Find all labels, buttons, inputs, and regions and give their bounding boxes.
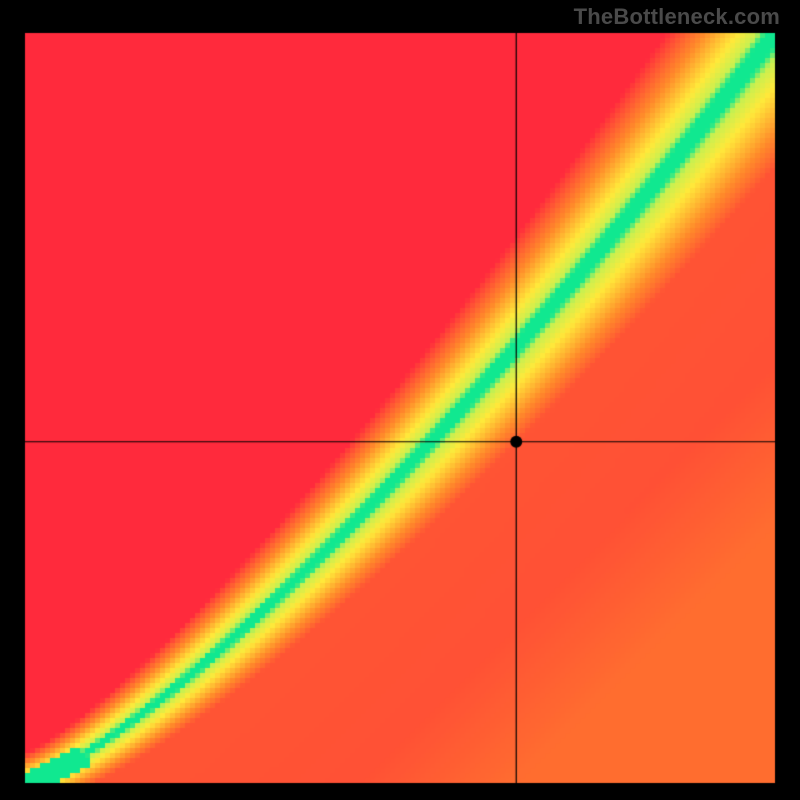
attribution-watermark: TheBottleneck.com bbox=[574, 4, 780, 30]
bottleneck-heatmap-canvas bbox=[0, 0, 800, 800]
image-container: TheBottleneck.com bbox=[0, 0, 800, 800]
